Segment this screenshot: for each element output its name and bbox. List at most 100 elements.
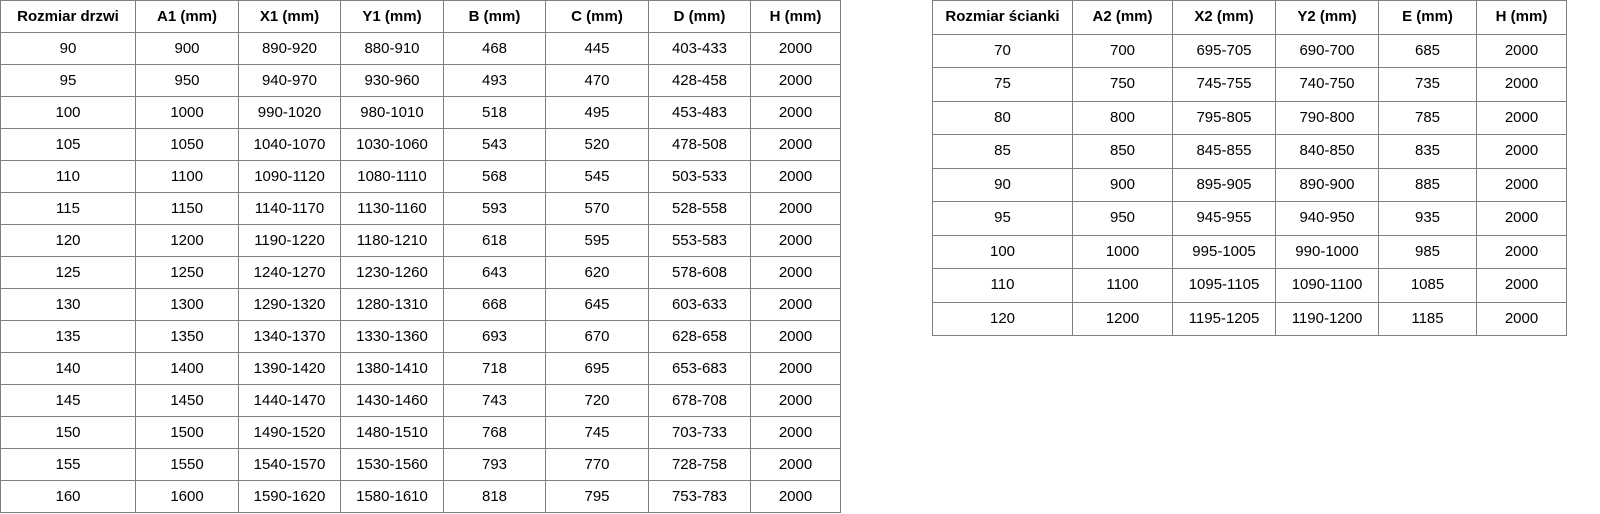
cell: 545 xyxy=(545,160,649,193)
cell: 125 xyxy=(0,256,136,289)
cell: 1480-1510 xyxy=(340,416,444,449)
table-row: 130 1300 1290-1320 1280-1310 668 645 603… xyxy=(0,288,841,321)
cell: 1100 xyxy=(135,160,239,193)
cell: 1190-1220 xyxy=(238,224,341,257)
cell: 593 xyxy=(443,192,546,225)
doors-col-header-b: B (mm) xyxy=(443,0,546,33)
cell: 720 xyxy=(545,384,649,417)
cell: 653-683 xyxy=(648,352,751,385)
cell: 718 xyxy=(443,352,546,385)
doors-col-header-y1: Y1 (mm) xyxy=(340,0,444,33)
cell: 110 xyxy=(932,268,1073,303)
cell: 1540-1570 xyxy=(238,448,341,481)
cell: 1230-1260 xyxy=(340,256,444,289)
cell: 90 xyxy=(0,32,136,65)
table-row: 90 900 895-905 890-900 885 2000 xyxy=(932,167,1567,202)
table-row: 160 1600 1590-1620 1580-1610 818 795 753… xyxy=(0,480,841,513)
cell: 645 xyxy=(545,288,649,321)
cell: 1190-1200 xyxy=(1275,301,1379,336)
table-row: 150 1500 1490-1520 1480-1510 768 745 703… xyxy=(0,416,841,449)
cell: 495 xyxy=(545,96,649,129)
table-row: 80 800 795-805 790-800 785 2000 xyxy=(932,100,1567,135)
cell: 1090-1120 xyxy=(238,160,341,193)
cell: 793 xyxy=(443,448,546,481)
cell: 528-558 xyxy=(648,192,751,225)
cell: 745-755 xyxy=(1172,67,1276,102)
cell: 95 xyxy=(932,201,1073,236)
cell: 940-950 xyxy=(1275,201,1379,236)
cell: 568 xyxy=(443,160,546,193)
doors-col-header-a1: A1 (mm) xyxy=(135,0,239,33)
cell: 990-1020 xyxy=(238,96,341,129)
cell: 2000 xyxy=(750,32,841,65)
cell: 2000 xyxy=(750,448,841,481)
cell: 428-458 xyxy=(648,64,751,97)
cell: 130 xyxy=(0,288,136,321)
cell: 1550 xyxy=(135,448,239,481)
cell: 578-608 xyxy=(648,256,751,289)
cell: 753-783 xyxy=(648,480,751,513)
table-row: 110 1100 1095-1105 1090-1100 1085 2000 xyxy=(932,268,1567,303)
walls-col-header-e: E (mm) xyxy=(1378,0,1477,35)
cell: 745 xyxy=(545,416,649,449)
cell: 1330-1360 xyxy=(340,320,444,353)
cell: 1440-1470 xyxy=(238,384,341,417)
cell: 990-1000 xyxy=(1275,234,1379,269)
table-row: 70 700 695-705 690-700 685 2000 xyxy=(932,33,1567,68)
cell: 2000 xyxy=(750,480,841,513)
cell: 1130-1160 xyxy=(340,192,444,225)
cell: 100 xyxy=(932,234,1073,269)
cell: 2000 xyxy=(750,256,841,289)
table-row: 90 900 890-920 880-910 468 445 403-433 2… xyxy=(0,32,841,65)
table-row: 120 1200 1190-1220 1180-1210 618 595 553… xyxy=(0,224,841,257)
cell: 145 xyxy=(0,384,136,417)
doors-col-header-c: C (mm) xyxy=(545,0,649,33)
cell: 1600 xyxy=(135,480,239,513)
table-row: 100 1000 995-1005 990-1000 985 2000 xyxy=(932,234,1567,269)
cell: 1280-1310 xyxy=(340,288,444,321)
walls-col-header-a2: A2 (mm) xyxy=(1072,0,1173,35)
cell: 453-483 xyxy=(648,96,751,129)
cell: 120 xyxy=(0,224,136,257)
cell: 160 xyxy=(0,480,136,513)
table-row: 115 1150 1140-1170 1130-1160 593 570 528… xyxy=(0,192,841,225)
cell: 670 xyxy=(545,320,649,353)
cell: 1200 xyxy=(135,224,239,257)
cell: 703-733 xyxy=(648,416,751,449)
doors-spec-table: Rozmiar drzwi A1 (mm) X1 (mm) Y1 (mm) B … xyxy=(0,0,841,513)
walls-spec-table: Rozmiar ścianki A2 (mm) X2 (mm) Y2 (mm) … xyxy=(932,0,1567,336)
cell: 695-705 xyxy=(1172,33,1276,68)
cell: 668 xyxy=(443,288,546,321)
cell: 1040-1070 xyxy=(238,128,341,161)
cell: 2000 xyxy=(750,96,841,129)
cell: 795-805 xyxy=(1172,100,1276,135)
doors-table-head: Rozmiar drzwi A1 (mm) X1 (mm) Y1 (mm) B … xyxy=(0,0,841,33)
cell: 85 xyxy=(932,134,1073,169)
walls-col-header-x2: X2 (mm) xyxy=(1172,0,1276,35)
cell: 1340-1370 xyxy=(238,320,341,353)
cell: 2000 xyxy=(750,416,841,449)
cell: 1185 xyxy=(1378,301,1477,336)
cell: 693 xyxy=(443,320,546,353)
cell: 1500 xyxy=(135,416,239,449)
cell: 695 xyxy=(545,352,649,385)
cell: 1030-1060 xyxy=(340,128,444,161)
cell: 2000 xyxy=(750,128,841,161)
cell: 1090-1100 xyxy=(1275,268,1379,303)
cell: 895-905 xyxy=(1172,167,1276,202)
cell: 2000 xyxy=(750,352,841,385)
cell: 2000 xyxy=(1476,234,1567,269)
walls-col-header-rozmiar-scianki: Rozmiar ścianki xyxy=(932,0,1073,35)
table-row: 145 1450 1440-1470 1430-1460 743 720 678… xyxy=(0,384,841,417)
table-row: 95 950 945-955 940-950 935 2000 xyxy=(932,201,1567,236)
cell: 618 xyxy=(443,224,546,257)
table-row: 95 950 940-970 930-960 493 470 428-458 2… xyxy=(0,64,841,97)
cell: 1490-1520 xyxy=(238,416,341,449)
cell: 2000 xyxy=(750,320,841,353)
cell: 885 xyxy=(1378,167,1477,202)
cell: 2000 xyxy=(750,160,841,193)
cell: 1380-1410 xyxy=(340,352,444,385)
cell: 785 xyxy=(1378,100,1477,135)
cell: 768 xyxy=(443,416,546,449)
cell: 100 xyxy=(0,96,136,129)
